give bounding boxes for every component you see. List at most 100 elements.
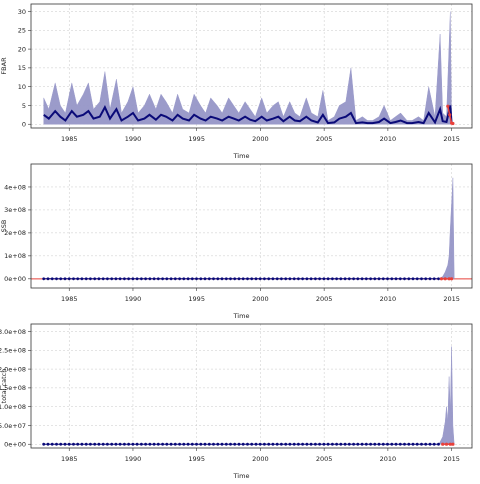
x-tick-label: 2005: [316, 455, 333, 463]
x-tick-label: 2010: [380, 295, 397, 303]
median-point: [229, 277, 232, 281]
median-point: [364, 442, 368, 446]
median-point: [331, 442, 334, 446]
median-point: [101, 277, 105, 281]
highlight-point: [448, 113, 452, 117]
median-point: [318, 277, 321, 281]
median-point: [148, 277, 152, 281]
median-point: [250, 277, 254, 281]
y-axis-title: total.catch: [0, 369, 8, 404]
median-point: [373, 442, 377, 446]
median-point: [42, 442, 46, 446]
y-axis-title: SSB: [0, 220, 8, 233]
median-point: [152, 442, 156, 446]
median-point: [373, 277, 377, 281]
median-point: [55, 277, 58, 281]
x-tick-label: 2010: [380, 135, 397, 143]
median-point: [131, 442, 135, 446]
median-point: [135, 277, 139, 281]
y-tick-label: 0: [22, 121, 26, 129]
median-point: [63, 277, 67, 281]
y-tick-label: 0e+00: [4, 275, 26, 283]
median-point: [352, 442, 355, 446]
median-point: [322, 442, 326, 446]
median-point: [360, 442, 364, 446]
median-point: [398, 277, 402, 281]
median-point: [420, 442, 423, 446]
median-point: [437, 277, 440, 281]
median-point: [339, 277, 343, 281]
chart-panel-3: 1985 1990 1995 2000 2005 2010 2015 0e+00 5.0e+07…: [0, 323, 473, 480]
median-point: [190, 442, 194, 446]
median-point: [258, 277, 262, 281]
median-point: [220, 277, 224, 281]
median-point: [110, 442, 114, 446]
median-point: [173, 277, 177, 281]
median-point: [207, 442, 211, 446]
median-point: [118, 277, 122, 281]
median-point: [169, 442, 173, 446]
median-point: [97, 442, 101, 446]
median-point: [97, 277, 101, 281]
median-point: [280, 442, 283, 446]
median-point: [59, 277, 63, 281]
y-tick-label: 4e+08: [4, 183, 26, 191]
median-point: [50, 442, 54, 446]
median-point: [356, 442, 360, 446]
y-tick-label: 0e+00: [4, 441, 26, 449]
x-tick-label: 1990: [125, 455, 142, 463]
median-point: [301, 442, 304, 446]
median-point: [432, 277, 436, 281]
y-tick-label: 30: [18, 8, 26, 16]
median-point: [186, 277, 190, 281]
median-point: [156, 442, 160, 446]
median-point: [280, 277, 283, 281]
median-point: [284, 442, 288, 446]
median-point: [267, 442, 271, 446]
x-axis-title: Time: [233, 152, 250, 160]
median-point: [275, 277, 279, 281]
median-point: [237, 442, 241, 446]
highlight-point: [451, 442, 455, 446]
median-point: [386, 277, 389, 281]
median-point: [161, 277, 165, 281]
median-point: [390, 277, 394, 281]
median-point: [326, 277, 330, 281]
median-point: [84, 442, 88, 446]
median-point: [292, 277, 296, 281]
median-point: [165, 277, 169, 281]
x-tick-label: 2015: [443, 295, 460, 303]
median-point: [123, 277, 126, 281]
median-point: [169, 277, 173, 281]
median-point: [284, 277, 288, 281]
median-point: [288, 442, 292, 446]
x-tick-label: 2005: [316, 135, 333, 143]
y-tick-label: 1e+08: [4, 252, 26, 260]
highlight-point: [446, 104, 450, 108]
median-point: [254, 442, 258, 446]
median-point: [195, 277, 198, 281]
median-point: [415, 277, 419, 281]
median-point: [322, 277, 326, 281]
median-point: [381, 277, 385, 281]
median-point: [432, 442, 436, 446]
median-point: [288, 277, 292, 281]
median-point: [352, 277, 355, 281]
median-point: [106, 277, 109, 281]
median-point: [178, 277, 182, 281]
x-tick-label: 1985: [61, 135, 78, 143]
median-point: [314, 442, 317, 446]
x-tick-label: 1995: [188, 135, 205, 143]
x-tick-label: 2000: [252, 295, 269, 303]
median-point: [335, 277, 338, 281]
highlight-point: [450, 277, 454, 281]
median-point: [233, 277, 237, 281]
median-point: [84, 277, 88, 281]
median-point: [93, 277, 97, 281]
median-point: [76, 277, 80, 281]
median-point: [76, 442, 80, 446]
median-point: [224, 442, 228, 446]
median-point: [309, 442, 313, 446]
y-tick-label: 2e+08: [4, 229, 26, 237]
highlight-point: [441, 442, 445, 446]
